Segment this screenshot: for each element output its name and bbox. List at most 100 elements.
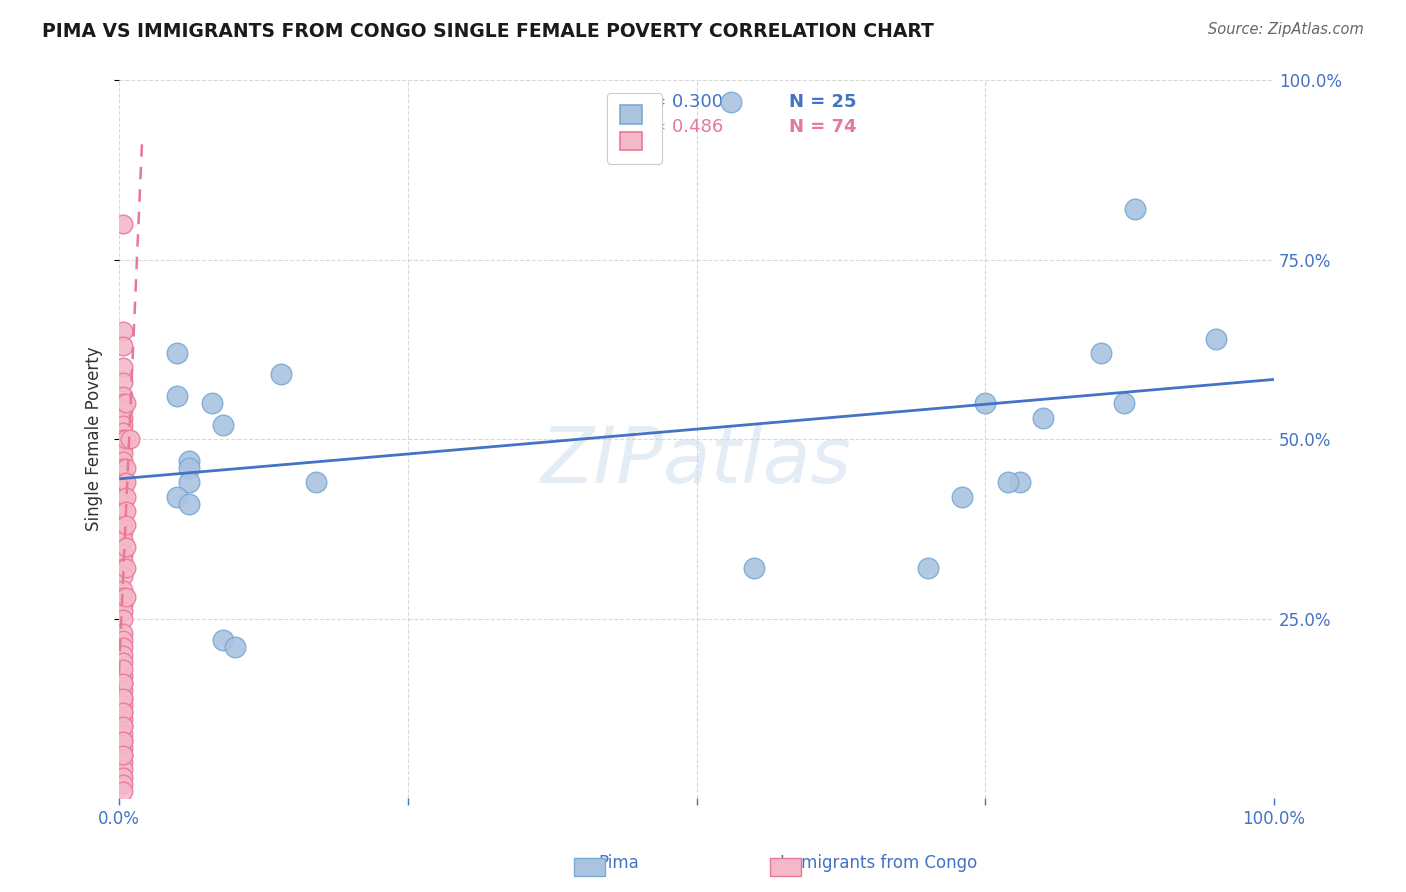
Point: [1090, 346, 1112, 360]
Point: [111, 770, 134, 784]
Point: [201, 396, 224, 410]
Point: [111, 740, 134, 755]
Point: [115, 590, 138, 604]
Point: [111, 676, 134, 690]
Point: [212, 417, 235, 432]
Point: [111, 756, 134, 770]
Point: [111, 439, 134, 453]
Point: [111, 568, 134, 582]
Text: R = 0.300: R = 0.300: [633, 94, 723, 112]
Point: [917, 561, 939, 575]
Text: Immigrants from Congo: Immigrants from Congo: [780, 855, 977, 872]
Point: [111, 611, 134, 625]
Point: [111, 712, 134, 726]
Point: [111, 733, 134, 747]
Point: [111, 375, 134, 389]
Point: [111, 467, 134, 482]
Point: [111, 784, 134, 798]
Point: [111, 690, 134, 705]
Text: Source: ZipAtlas.com: Source: ZipAtlas.com: [1208, 22, 1364, 37]
Point: [111, 389, 134, 403]
Point: [111, 662, 134, 676]
Point: [304, 475, 326, 490]
Point: [111, 324, 134, 338]
Point: [111, 483, 134, 497]
Text: R = 0.486: R = 0.486: [633, 118, 723, 136]
Point: [111, 561, 134, 575]
Point: [111, 432, 134, 446]
Point: [111, 518, 134, 533]
Point: [111, 690, 134, 705]
Point: [111, 705, 134, 719]
Point: [166, 490, 188, 504]
Point: [111, 417, 134, 432]
Text: PIMA VS IMMIGRANTS FROM CONGO SINGLE FEMALE POVERTY CORRELATION CHART: PIMA VS IMMIGRANTS FROM CONGO SINGLE FEM…: [42, 22, 934, 41]
Point: [115, 432, 138, 446]
Point: [111, 554, 134, 568]
Point: [166, 346, 188, 360]
Point: [111, 460, 134, 475]
Point: [115, 540, 138, 554]
Point: [111, 582, 134, 597]
Text: N = 25: N = 25: [789, 94, 856, 112]
Point: [744, 561, 766, 575]
Point: [111, 490, 134, 504]
Point: [111, 719, 134, 733]
Point: [115, 460, 138, 475]
Point: [111, 669, 134, 683]
Point: [950, 490, 973, 504]
Point: [111, 705, 134, 719]
Point: [111, 217, 134, 231]
Point: [1112, 396, 1135, 410]
Point: [111, 733, 134, 747]
Text: Pima: Pima: [599, 855, 638, 872]
Point: [111, 626, 134, 640]
Point: [166, 389, 188, 403]
Point: [118, 432, 141, 446]
Point: [1205, 332, 1227, 346]
Legend: , : ,: [607, 93, 662, 164]
Text: N = 74: N = 74: [789, 118, 856, 136]
Point: [111, 525, 134, 540]
Point: [111, 403, 134, 417]
Point: [212, 633, 235, 648]
Point: [111, 698, 134, 712]
Point: [111, 590, 134, 604]
Point: [1032, 410, 1054, 425]
Point: [111, 676, 134, 690]
Point: [111, 547, 134, 561]
Point: [111, 425, 134, 439]
Point: [115, 504, 138, 518]
Point: [111, 410, 134, 425]
Y-axis label: Single Female Poverty: Single Female Poverty: [86, 347, 103, 532]
Point: [177, 475, 200, 490]
Point: [111, 604, 134, 618]
Point: [111, 533, 134, 547]
Text: ZIPatlas: ZIPatlas: [541, 423, 852, 499]
Point: [270, 368, 292, 382]
Point: [177, 497, 200, 511]
Point: [111, 726, 134, 740]
Point: [111, 777, 134, 791]
Point: [111, 747, 134, 762]
Point: [111, 497, 134, 511]
Point: [115, 475, 138, 490]
Point: [111, 504, 134, 518]
Point: [111, 396, 134, 410]
Point: [111, 475, 134, 490]
Point: [115, 396, 138, 410]
Point: [974, 396, 997, 410]
Point: [111, 683, 134, 698]
Point: [111, 648, 134, 662]
Point: [111, 597, 134, 611]
Point: [1125, 202, 1147, 217]
Point: [111, 453, 134, 467]
Point: [111, 655, 134, 669]
Point: [720, 95, 742, 109]
Point: [115, 490, 138, 504]
Point: [111, 360, 134, 375]
Point: [111, 633, 134, 648]
Point: [997, 475, 1019, 490]
Point: [111, 763, 134, 777]
Point: [111, 446, 134, 460]
